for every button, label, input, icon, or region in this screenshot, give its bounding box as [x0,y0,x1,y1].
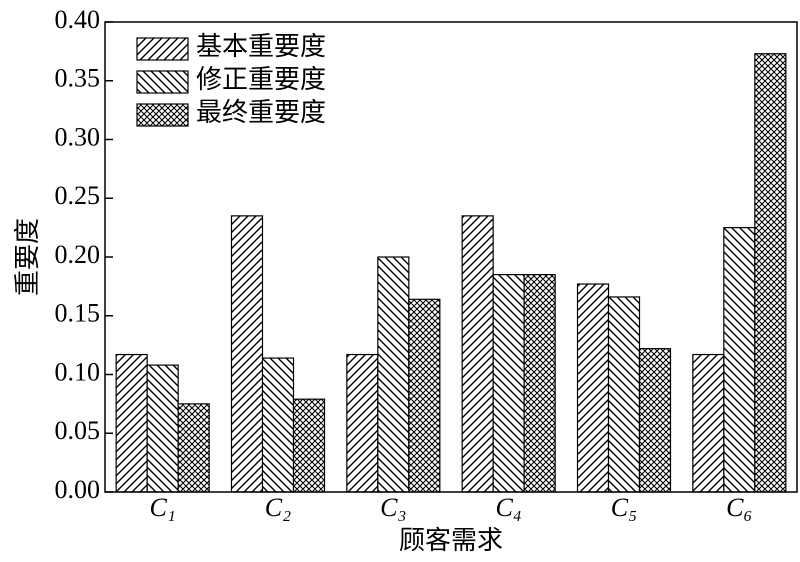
y-tick-label: 0.15 [55,299,101,328]
bar [346,353,379,493]
y-tick-label: 0.20 [55,240,101,269]
bar [576,283,610,493]
y-tick-label: 0.10 [55,357,101,386]
y-tick-label: 0.05 [55,416,101,445]
legend-swatch [136,37,189,61]
y-tick-label: 0.35 [55,64,101,93]
bar [261,357,295,493]
legend-label: 基本重要度 [196,32,326,61]
bar [754,53,787,493]
x-tick-label: C₁ [149,493,175,522]
y-axis-label: 重要度 [13,218,42,296]
legend-label: 修正重要度 [196,65,326,94]
y-tick-label: 0.30 [55,122,101,151]
x-tick-label: C₆ [726,493,752,522]
bar [523,274,556,493]
x-tick-label: C₄ [495,493,521,522]
bar [377,256,410,493]
bar [292,398,326,493]
bar [115,353,148,493]
legend-label: 最终重要度 [196,98,326,127]
bar [230,215,264,493]
bar [607,296,641,493]
bar [461,215,494,493]
bar [408,298,441,493]
bar [723,227,756,493]
legend-swatch [136,103,189,127]
y-tick-label: 0.25 [55,181,101,210]
bar [492,274,525,493]
x-tick-label: C₅ [611,493,637,522]
x-tick-label: C₃ [380,493,406,522]
bar [638,348,672,493]
y-tick-label: 0.00 [55,475,101,504]
x-axis-label: 顾客需求 [399,526,503,555]
legend-swatch [136,70,189,94]
bar [146,364,179,493]
bar [692,353,725,493]
y-tick-label: 0.40 [55,5,101,34]
bar [177,403,210,493]
plot-frame [104,21,798,493]
x-tick-label: C₂ [265,493,291,522]
